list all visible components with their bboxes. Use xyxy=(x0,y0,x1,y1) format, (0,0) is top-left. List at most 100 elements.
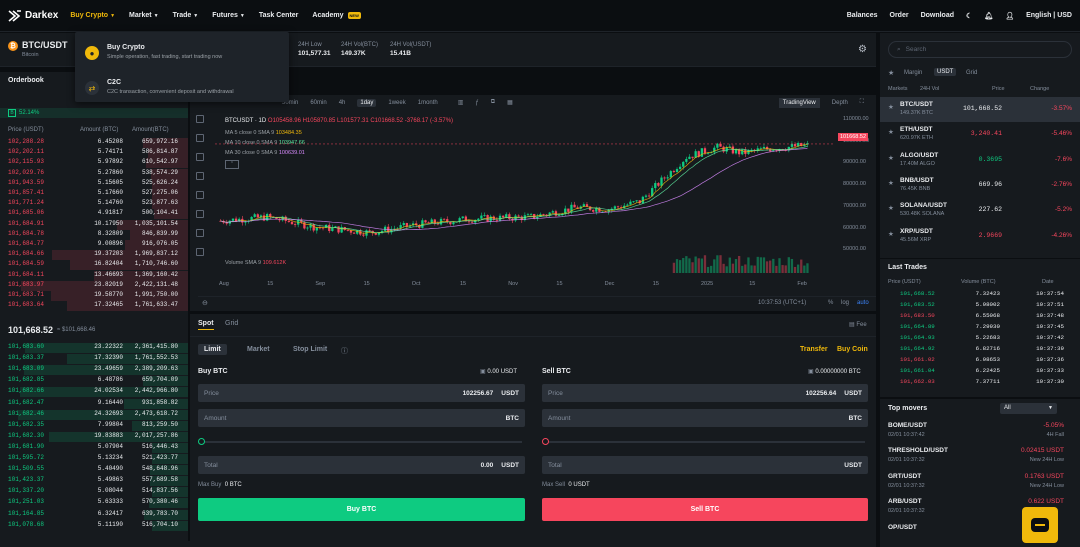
buy-coin-link[interactable]: Buy Coin xyxy=(837,346,868,353)
nav-market[interactable]: Market ▼ xyxy=(129,12,159,19)
sell-price-input[interactable]: Price 102256.64 USDT xyxy=(542,384,868,402)
lang-currency[interactable]: English | USD xyxy=(1026,12,1072,19)
bell-icon[interactable]: 🔔︎ xyxy=(984,12,994,20)
compare-icon[interactable]: ⧉ xyxy=(490,99,496,105)
scale-auto[interactable]: auto xyxy=(857,300,869,306)
col-price[interactable]: Price xyxy=(992,86,1005,92)
tf-4h[interactable]: 4h xyxy=(338,99,346,106)
market-search-input[interactable]: ⌕ Search xyxy=(888,41,1072,58)
text-tool-icon[interactable] xyxy=(196,210,204,218)
settings-gear-icon[interactable]: ⚙ xyxy=(858,44,867,55)
market-row[interactable]: ★ ETH/USDT 620.97K ETH 3,240.41 -5.46% xyxy=(880,122,1080,147)
orderbook-row[interactable]: 101,164.85 6.32417 639,783.70 xyxy=(0,509,188,520)
transfer-link[interactable]: Transfer xyxy=(800,346,828,353)
orderbook-row[interactable]: 101,681.90 5.07904 516,446.43 xyxy=(0,442,188,453)
buy-amount-slider[interactable] xyxy=(202,441,522,443)
star-icon[interactable]: ★ xyxy=(888,205,894,213)
orderbook-row[interactable]: 101,682.30 19.83883 2,017,257.86 xyxy=(0,431,188,442)
filter-grid[interactable]: Grid xyxy=(966,70,978,76)
filter-usdt[interactable]: USDT xyxy=(934,68,957,76)
moon-icon[interactable]: ☾ xyxy=(966,12,973,20)
tf-30min[interactable]: 30min xyxy=(282,99,299,106)
orderbook-row[interactable]: 101,683.71 19.58770 1,991,750.00 xyxy=(0,291,188,301)
brush-icon[interactable] xyxy=(196,191,204,199)
mover-row[interactable]: THRESHOLD/USDT 02/01 10:37:32 0.02415 USDT… xyxy=(880,444,1080,469)
fib-icon[interactable] xyxy=(196,153,204,161)
orderbook-row[interactable]: 101,682.35 7.99804 813,259.50 xyxy=(0,420,188,431)
market-row[interactable]: ★ ALGO/USDT 17.40M ALGO 0.3695 -7.6% xyxy=(880,148,1080,173)
orderbook-row[interactable]: 101,684.91 10.17950 1,035,101.54 xyxy=(0,219,188,230)
buy-total-input[interactable]: Total 0.00 USDT xyxy=(198,456,525,474)
nav-trade[interactable]: Trade ▼ xyxy=(173,12,199,19)
ratio-icon[interactable]: B xyxy=(8,109,16,117)
mover-row[interactable]: OP/USDT xyxy=(880,521,1080,546)
mover-row[interactable]: BOME/USDT 02/01 10:37:42 -5.05% 4H Fall xyxy=(880,419,1080,444)
layout-icon[interactable]: ▦ xyxy=(507,100,513,106)
pair-symbol[interactable]: BTC/USDT xyxy=(22,40,68,50)
orderbook-row[interactable]: 101,683.09 23.49659 2,389,209.63 xyxy=(0,365,188,376)
top-movers-filter[interactable]: All ▼ xyxy=(1000,403,1057,414)
star-icon[interactable]: ★ xyxy=(888,104,894,111)
orderbook-row[interactable]: 101,683.60 23.22322 2,361,415.80 xyxy=(0,343,188,353)
orderbook-row[interactable]: 101,337.20 5.08044 514,837.56 xyxy=(0,487,188,498)
user-icon[interactable]: 👤︎ xyxy=(1005,12,1015,20)
sell-total-input[interactable]: Total USDT xyxy=(542,456,868,474)
tf-60min[interactable]: 60min xyxy=(310,99,327,106)
orderbook-row[interactable]: 101,683.37 17.32390 1,761,552.53 xyxy=(0,354,188,365)
dropdown-item-buy-crypto[interactable]: ● Buy Crypto Simple operation, fast tradi… xyxy=(85,44,222,60)
star-icon[interactable]: ★ xyxy=(888,230,894,238)
measure-icon[interactable] xyxy=(196,229,204,237)
view-depth[interactable]: Depth xyxy=(831,99,848,106)
type-limit[interactable]: Limit xyxy=(198,344,227,355)
nav-order[interactable]: Order xyxy=(889,12,909,19)
info-icon[interactable]: ⓘ xyxy=(341,348,348,355)
pattern-icon[interactable] xyxy=(196,172,204,180)
mover-row[interactable]: ARB/USDT 02/01 10:37:32 0.622 USDT xyxy=(880,495,1080,520)
filter-margin[interactable]: Margin xyxy=(904,70,923,76)
orderbook-row[interactable]: 101,684.11 13.46693 1,369,160.42 xyxy=(0,270,188,281)
nav-balances[interactable]: Balances xyxy=(846,12,878,19)
sell-slider-handle[interactable] xyxy=(542,438,549,445)
logo[interactable]: Darkex xyxy=(8,9,58,22)
sell-btc-button[interactable]: Sell BTC xyxy=(542,498,868,521)
star-icon[interactable]: ★ xyxy=(888,154,894,162)
orderbook-row[interactable]: 101,423.37 5.49863 557,689.58 xyxy=(0,476,188,487)
col-change[interactable]: Change xyxy=(1030,86,1050,92)
orderbook-row[interactable]: 102,288.28 6.45208 659,972.16 xyxy=(0,138,188,148)
star-icon[interactable]: ★ xyxy=(888,129,894,137)
type-stop-limit[interactable]: Stop Limit xyxy=(293,346,328,353)
orderbook-row[interactable]: 101,685.06 4.91817 500,104.41 xyxy=(0,209,188,220)
buy-slider-handle[interactable] xyxy=(198,438,205,445)
orderbook-row[interactable]: 101,684.78 8.32809 846,839.99 xyxy=(0,229,188,240)
col-markets[interactable]: Markets xyxy=(888,86,908,92)
dropdown-item-c2c[interactable]: ⇄ C2C C2C transaction, convenient deposit… xyxy=(85,79,234,95)
zoom-icon[interactable] xyxy=(196,248,204,256)
orderbook-row[interactable]: 101,684.59 16.82404 1,710,746.60 xyxy=(0,260,188,271)
col-vol[interactable]: 24H Vol xyxy=(920,86,940,92)
nav-futures[interactable]: Futures ▼ xyxy=(212,12,245,19)
orderbook-row[interactable]: 101,857.41 5.17660 527,275.06 xyxy=(0,189,188,199)
favorites-star-icon[interactable]: ★ xyxy=(888,70,895,77)
scale-percent[interactable]: % xyxy=(828,300,834,306)
orderbook-row[interactable]: 102,029.76 5.27860 538,574.29 xyxy=(0,168,188,179)
zoom-out-icon[interactable]: ⊖ xyxy=(202,300,208,307)
support-chat-button[interactable] xyxy=(1022,507,1058,543)
scale-log[interactable]: log xyxy=(841,300,850,306)
candle-type-icon[interactable]: ▥ xyxy=(457,100,464,106)
tf-1month[interactable]: 1month xyxy=(417,99,438,106)
collapse-chevron-icon[interactable]: ⌃ xyxy=(225,160,239,169)
type-market[interactable]: Market xyxy=(247,346,270,353)
orderbook-row[interactable]: 101,683.64 17.32465 1,761,633.47 xyxy=(0,301,188,312)
market-row[interactable]: ★ BTC/USDT 149.37K BTC 101,668.52 -3.57% xyxy=(880,97,1080,122)
view-tradingview[interactable]: TradingView xyxy=(778,97,820,108)
market-row[interactable]: ★ SOLANA/USDT 530.48K SOLANA 227.62 -5.2% xyxy=(880,198,1080,223)
chart-area[interactable] xyxy=(190,95,876,311)
orderbook-row[interactable]: 101,595.72 5.13234 521,423.77 xyxy=(0,454,188,464)
trendline-icon[interactable] xyxy=(196,134,204,142)
nav-buy-crypto[interactable]: Buy Crypto ▼ xyxy=(70,12,115,19)
star-icon[interactable]: ★ xyxy=(888,179,894,187)
crosshair-icon[interactable] xyxy=(196,115,204,123)
orderbook-row[interactable]: 101,078.68 5.11190 516,704.10 xyxy=(0,520,188,531)
tf-1day[interactable]: 1day xyxy=(357,98,377,107)
buy-price-input[interactable]: Price 102256.67 USDT xyxy=(198,384,525,402)
